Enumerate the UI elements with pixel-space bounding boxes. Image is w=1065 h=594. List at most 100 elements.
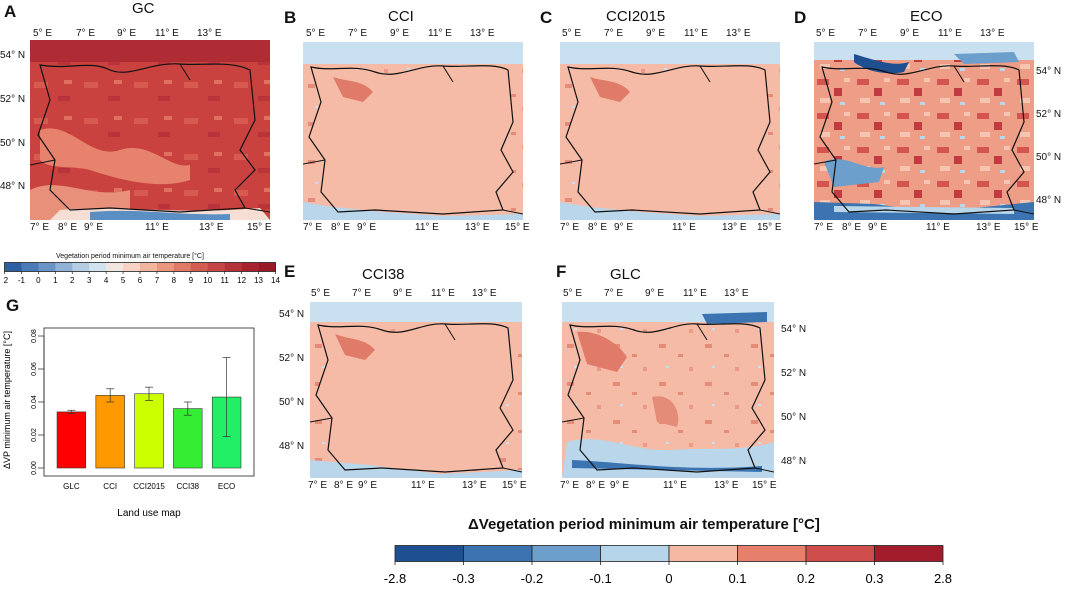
tick-e-top-0: 5° E bbox=[311, 288, 331, 299]
tick-d-lat-3: 48° N bbox=[1036, 195, 1062, 206]
y-tick-label: 0.04 bbox=[31, 395, 38, 409]
colorbar-delta-swatch bbox=[805, 545, 875, 562]
tick-e-bot-0: 7° E bbox=[308, 480, 328, 491]
tick-c-bot-1: 8° E bbox=[588, 222, 608, 233]
tick-d-bot-4: 13° E bbox=[976, 222, 1001, 233]
tick-e-top-4: 13° E bbox=[472, 288, 497, 299]
tick-c-bot-3: 11° E bbox=[672, 222, 696, 233]
tick-f-lat-3: 48° N bbox=[781, 456, 807, 467]
colorbar-delta: -2.8 -0.3 -0.2 -0.1 0 0.1 0.2 0.3 2.8 bbox=[384, 545, 952, 586]
tick-d-bot-5: 15° E bbox=[1014, 222, 1039, 233]
tick-f-lat-2: 50° N bbox=[781, 412, 807, 423]
colorbar-abs-swatch bbox=[21, 262, 39, 272]
tick-d-top-4: 13° E bbox=[980, 28, 1005, 39]
colorbar-abs-swatch bbox=[156, 262, 175, 272]
tick-c-bot-4: 13° E bbox=[722, 222, 747, 233]
tick-a-top-1: 7° E bbox=[76, 28, 96, 39]
colorbar-delta-tick: 2.8 bbox=[934, 571, 952, 586]
panel-label-b: B bbox=[284, 8, 297, 27]
tick-e-top-2: 9° E bbox=[393, 288, 413, 299]
tick-e-top-3: 11° E bbox=[431, 288, 455, 299]
colorbar-delta-tick: 0.3 bbox=[865, 571, 883, 586]
x-tick-label: ECO bbox=[218, 482, 235, 491]
tick-b-bot-2: 9° E bbox=[357, 222, 377, 233]
panel-title-cci2015: CCI2015 bbox=[606, 8, 666, 25]
colorbar-abs-tick: 11 bbox=[221, 276, 230, 285]
tick-d-lat-0: 54° N bbox=[1036, 66, 1062, 77]
tick-d-bot-3: 11° E bbox=[926, 222, 950, 233]
colorbar-abs-tick: 6 bbox=[138, 276, 143, 285]
y-tick-label: 0.02 bbox=[31, 428, 38, 442]
tick-c-bot-2: 9° E bbox=[614, 222, 634, 233]
tick-f-bot-3: 11° E bbox=[663, 480, 687, 491]
colorbar-abs-tick: 10 bbox=[203, 276, 212, 285]
colorbar-delta-swatch bbox=[531, 545, 601, 562]
colorbar-delta-swatch bbox=[600, 545, 670, 562]
tick-a-bot-4: 13° E bbox=[199, 222, 224, 233]
map-panel-cci2015 bbox=[559, 42, 781, 220]
colorbar-abs-tick: 2 bbox=[70, 276, 75, 285]
tick-d-top-1: 7° E bbox=[858, 28, 878, 39]
colorbar-delta-swatch bbox=[668, 545, 738, 562]
tick-d-top-2: 9° E bbox=[900, 28, 920, 39]
map-panel-cci38 bbox=[309, 302, 523, 478]
colorbar-abs-tick: 1 bbox=[53, 276, 58, 285]
panel-title-gc: GC bbox=[132, 0, 155, 17]
tick-b-bot-3: 11° E bbox=[415, 222, 439, 233]
colorbar-abs-tick: -1 bbox=[18, 276, 26, 285]
bar-cci bbox=[95, 395, 125, 469]
panel-label-a: A bbox=[4, 2, 17, 21]
colorbar-delta-tick: -0.2 bbox=[521, 571, 543, 586]
tick-d-bot-1: 8° E bbox=[842, 222, 862, 233]
chart-frame bbox=[43, 327, 255, 477]
tick-e-bot-5: 15° E bbox=[502, 480, 527, 491]
tick-b-top-1: 7° E bbox=[348, 28, 368, 39]
tick-e-lat-2: 50° N bbox=[279, 397, 305, 408]
chart-ylabel: ΔVP minimum air temperature [°C] bbox=[2, 331, 12, 469]
panel-label-d: D bbox=[794, 8, 807, 27]
tick-a-top-4: 13° E bbox=[197, 28, 222, 39]
panel-label-g: G bbox=[6, 296, 20, 315]
map-panel-glc bbox=[561, 302, 775, 478]
tick-a-bot-5: 15° E bbox=[247, 222, 272, 233]
tick-b-bot-4: 13° E bbox=[465, 222, 490, 233]
tick-f-bot-2: 9° E bbox=[610, 480, 630, 491]
map-panel-gc bbox=[29, 40, 271, 220]
tick-d-lat-2: 50° N bbox=[1036, 152, 1062, 163]
tick-a-bot-1: 8° E bbox=[58, 222, 78, 233]
tick-f-lat-1: 52° N bbox=[781, 368, 807, 379]
colorbar-abs-swatch bbox=[190, 262, 209, 272]
colorbar-delta-tick: -0.3 bbox=[452, 571, 474, 586]
x-tick-label: CCI2015 bbox=[133, 482, 165, 491]
tick-f-top-1: 7° E bbox=[604, 288, 624, 299]
tick-f-lat-0: 54° N bbox=[781, 324, 807, 335]
tick-a-lat-2: 50° N bbox=[0, 138, 26, 149]
colorbar-abs-tick: 7 bbox=[155, 276, 160, 285]
tick-b-top-3: 11° E bbox=[428, 28, 452, 39]
colorbar-abs-swatch bbox=[140, 262, 158, 272]
tick-d-lat-1: 52° N bbox=[1036, 109, 1062, 120]
tick-f-bot-4: 13° E bbox=[714, 480, 739, 491]
tick-e-bot-4: 13° E bbox=[462, 480, 487, 491]
tick-a-bot-3: 11° E bbox=[145, 222, 169, 233]
colorbar-abs-swatch bbox=[55, 262, 73, 272]
y-tick-label: 0.08 bbox=[31, 329, 38, 343]
tick-f-top-4: 13° E bbox=[724, 288, 749, 299]
colorbar-abs-tick: 12 bbox=[237, 276, 246, 285]
y-tick-label: 0.00 bbox=[31, 461, 38, 475]
tick-b-top-4: 13° E bbox=[470, 28, 495, 39]
colorbar-abs-tick: 14 bbox=[271, 276, 280, 285]
x-tick-label: CCI38 bbox=[176, 482, 199, 491]
colorbar-abs-swatch bbox=[241, 262, 259, 272]
x-tick-label: GLC bbox=[63, 482, 80, 491]
tick-b-top-2: 9° E bbox=[390, 28, 410, 39]
tick-c-top-2: 9° E bbox=[646, 28, 666, 39]
tick-f-bot-1: 8° E bbox=[586, 480, 606, 491]
panel-label-c: C bbox=[540, 8, 553, 27]
tick-b-bot-0: 7° E bbox=[303, 222, 323, 233]
colorbar-abs-swatch bbox=[258, 262, 276, 272]
bar-cci38 bbox=[173, 408, 203, 469]
map-panel-eco bbox=[813, 42, 1035, 220]
colorbar-delta-tick: 0.1 bbox=[728, 571, 746, 586]
